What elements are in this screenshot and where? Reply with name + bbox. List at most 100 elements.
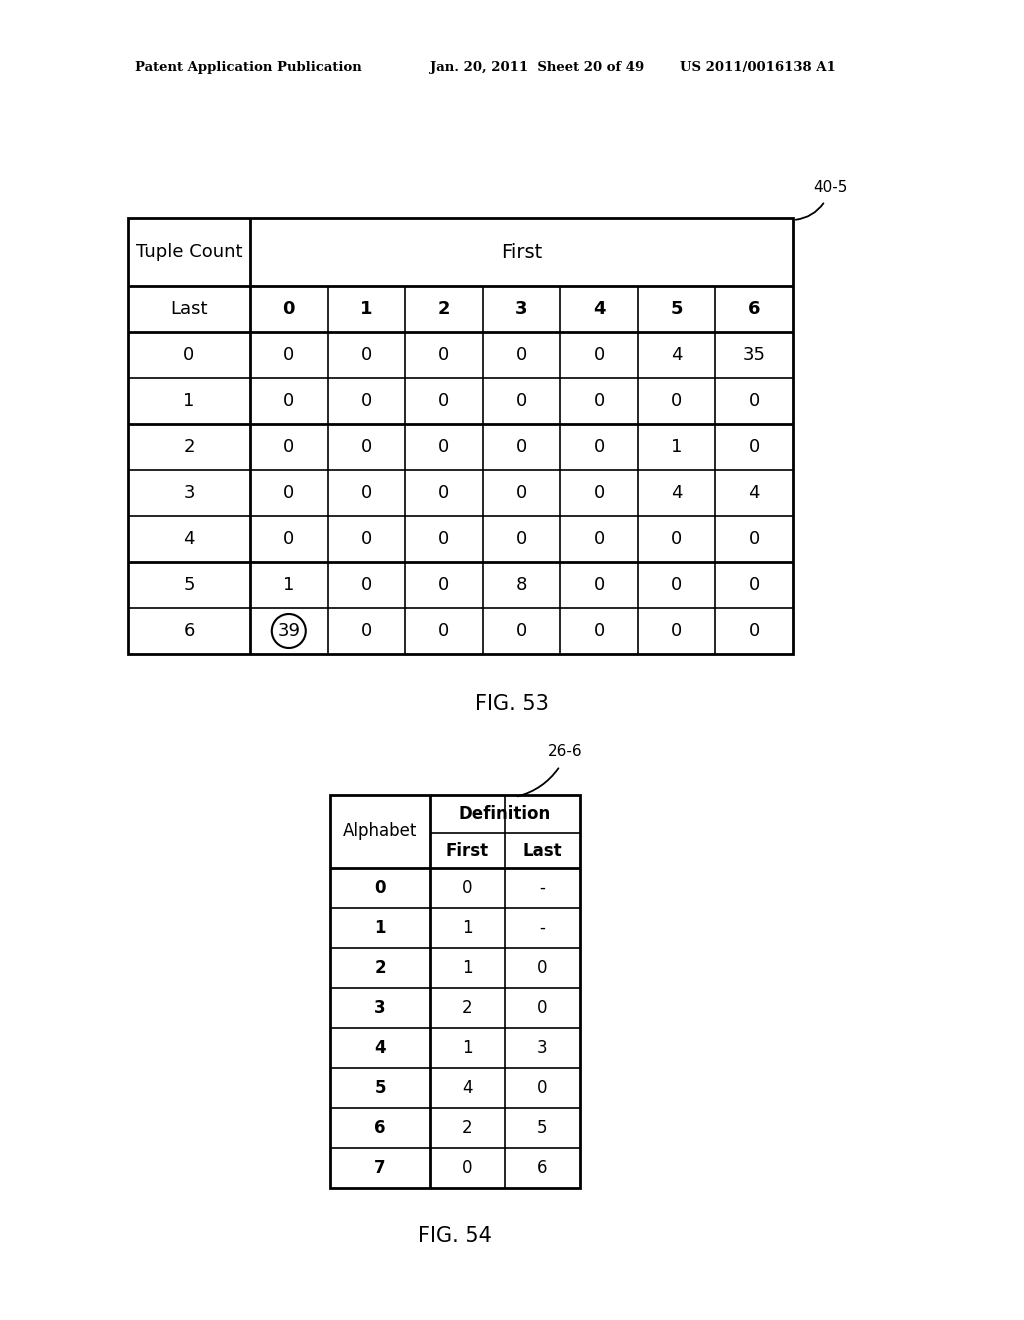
Text: 0: 0 — [594, 531, 605, 548]
Text: 4: 4 — [671, 346, 682, 364]
Text: -: - — [540, 919, 546, 937]
Text: 0: 0 — [438, 622, 450, 640]
Text: 0: 0 — [462, 879, 473, 898]
Text: 1: 1 — [462, 919, 473, 937]
Text: 0: 0 — [516, 438, 527, 455]
Text: 2: 2 — [374, 960, 386, 977]
Text: 0: 0 — [749, 438, 760, 455]
Text: US 2011/0016138 A1: US 2011/0016138 A1 — [680, 62, 836, 74]
Text: 0: 0 — [749, 576, 760, 594]
Text: 0: 0 — [438, 438, 450, 455]
Text: 7: 7 — [374, 1159, 386, 1177]
Text: 0: 0 — [671, 392, 682, 411]
Text: 1: 1 — [462, 960, 473, 977]
Text: 2: 2 — [462, 999, 473, 1016]
Text: 2: 2 — [183, 438, 195, 455]
Text: 2: 2 — [437, 300, 451, 318]
Text: 0: 0 — [360, 484, 372, 502]
Text: 40-5: 40-5 — [813, 180, 847, 194]
Text: 0: 0 — [516, 531, 527, 548]
Text: 0: 0 — [438, 531, 450, 548]
Text: 0: 0 — [438, 576, 450, 594]
Text: 0: 0 — [284, 484, 295, 502]
Bar — [128, 218, 793, 653]
Text: First: First — [501, 243, 542, 261]
Text: 0: 0 — [374, 879, 386, 898]
Text: 35: 35 — [742, 346, 766, 364]
Text: 4: 4 — [183, 531, 195, 548]
Text: 0: 0 — [462, 1159, 473, 1177]
Text: 0: 0 — [183, 346, 195, 364]
Text: 0: 0 — [749, 622, 760, 640]
Text: 0: 0 — [538, 960, 548, 977]
Text: 5: 5 — [183, 576, 195, 594]
Text: 0: 0 — [360, 392, 372, 411]
Text: 6: 6 — [748, 300, 761, 318]
Text: 0: 0 — [671, 531, 682, 548]
Text: 3: 3 — [374, 999, 386, 1016]
Text: 5: 5 — [671, 300, 683, 318]
Text: 0: 0 — [516, 622, 527, 640]
Text: 0: 0 — [516, 392, 527, 411]
Text: 1: 1 — [360, 300, 373, 318]
Text: 0: 0 — [594, 346, 605, 364]
Text: 6: 6 — [183, 622, 195, 640]
Text: 8: 8 — [516, 576, 527, 594]
Text: 0: 0 — [594, 484, 605, 502]
Text: 0: 0 — [438, 484, 450, 502]
Text: 4: 4 — [462, 1078, 473, 1097]
Text: 0: 0 — [360, 622, 372, 640]
Bar — [330, 795, 580, 1188]
Text: 6: 6 — [538, 1159, 548, 1177]
Text: 1: 1 — [183, 392, 195, 411]
Text: 0: 0 — [538, 1078, 548, 1097]
Text: 1: 1 — [283, 576, 295, 594]
Text: 0: 0 — [283, 300, 295, 318]
Text: Last: Last — [522, 842, 562, 859]
Text: 39: 39 — [278, 622, 300, 640]
Text: Jan. 20, 2011  Sheet 20 of 49: Jan. 20, 2011 Sheet 20 of 49 — [430, 62, 644, 74]
Text: 0: 0 — [284, 531, 295, 548]
Text: FIG. 53: FIG. 53 — [475, 694, 549, 714]
Text: 4: 4 — [593, 300, 605, 318]
Text: 4: 4 — [749, 484, 760, 502]
Text: Definition: Definition — [459, 805, 551, 822]
Text: FIG. 54: FIG. 54 — [418, 1226, 492, 1246]
Text: 1: 1 — [462, 1039, 473, 1057]
Text: First: First — [445, 842, 489, 859]
Text: 6: 6 — [374, 1119, 386, 1137]
Text: 0: 0 — [671, 622, 682, 640]
Text: 3: 3 — [538, 1039, 548, 1057]
Text: 0: 0 — [594, 392, 605, 411]
Text: 0: 0 — [749, 531, 760, 548]
Text: 0: 0 — [594, 576, 605, 594]
Text: 0: 0 — [360, 576, 372, 594]
Text: 0: 0 — [671, 576, 682, 594]
Text: 0: 0 — [360, 531, 372, 548]
Text: 0: 0 — [749, 392, 760, 411]
Text: 0: 0 — [594, 438, 605, 455]
Text: 0: 0 — [538, 999, 548, 1016]
Text: Patent Application Publication: Patent Application Publication — [135, 62, 361, 74]
Text: 0: 0 — [284, 438, 295, 455]
Text: 4: 4 — [374, 1039, 386, 1057]
Text: 0: 0 — [516, 346, 527, 364]
Text: 0: 0 — [594, 622, 605, 640]
Text: 1: 1 — [374, 919, 386, 937]
Text: 0: 0 — [360, 438, 372, 455]
Text: 0: 0 — [284, 392, 295, 411]
Text: 1: 1 — [671, 438, 682, 455]
Text: 0: 0 — [438, 392, 450, 411]
Text: 2: 2 — [462, 1119, 473, 1137]
Text: -: - — [540, 879, 546, 898]
Text: 26-6: 26-6 — [548, 744, 583, 759]
Text: 0: 0 — [516, 484, 527, 502]
Text: 3: 3 — [515, 300, 527, 318]
Text: 0: 0 — [438, 346, 450, 364]
Text: 5: 5 — [538, 1119, 548, 1137]
Text: 5: 5 — [374, 1078, 386, 1097]
Text: 4: 4 — [671, 484, 682, 502]
Text: Alphabet: Alphabet — [343, 822, 417, 841]
Text: Last: Last — [170, 300, 208, 318]
Text: 0: 0 — [360, 346, 372, 364]
